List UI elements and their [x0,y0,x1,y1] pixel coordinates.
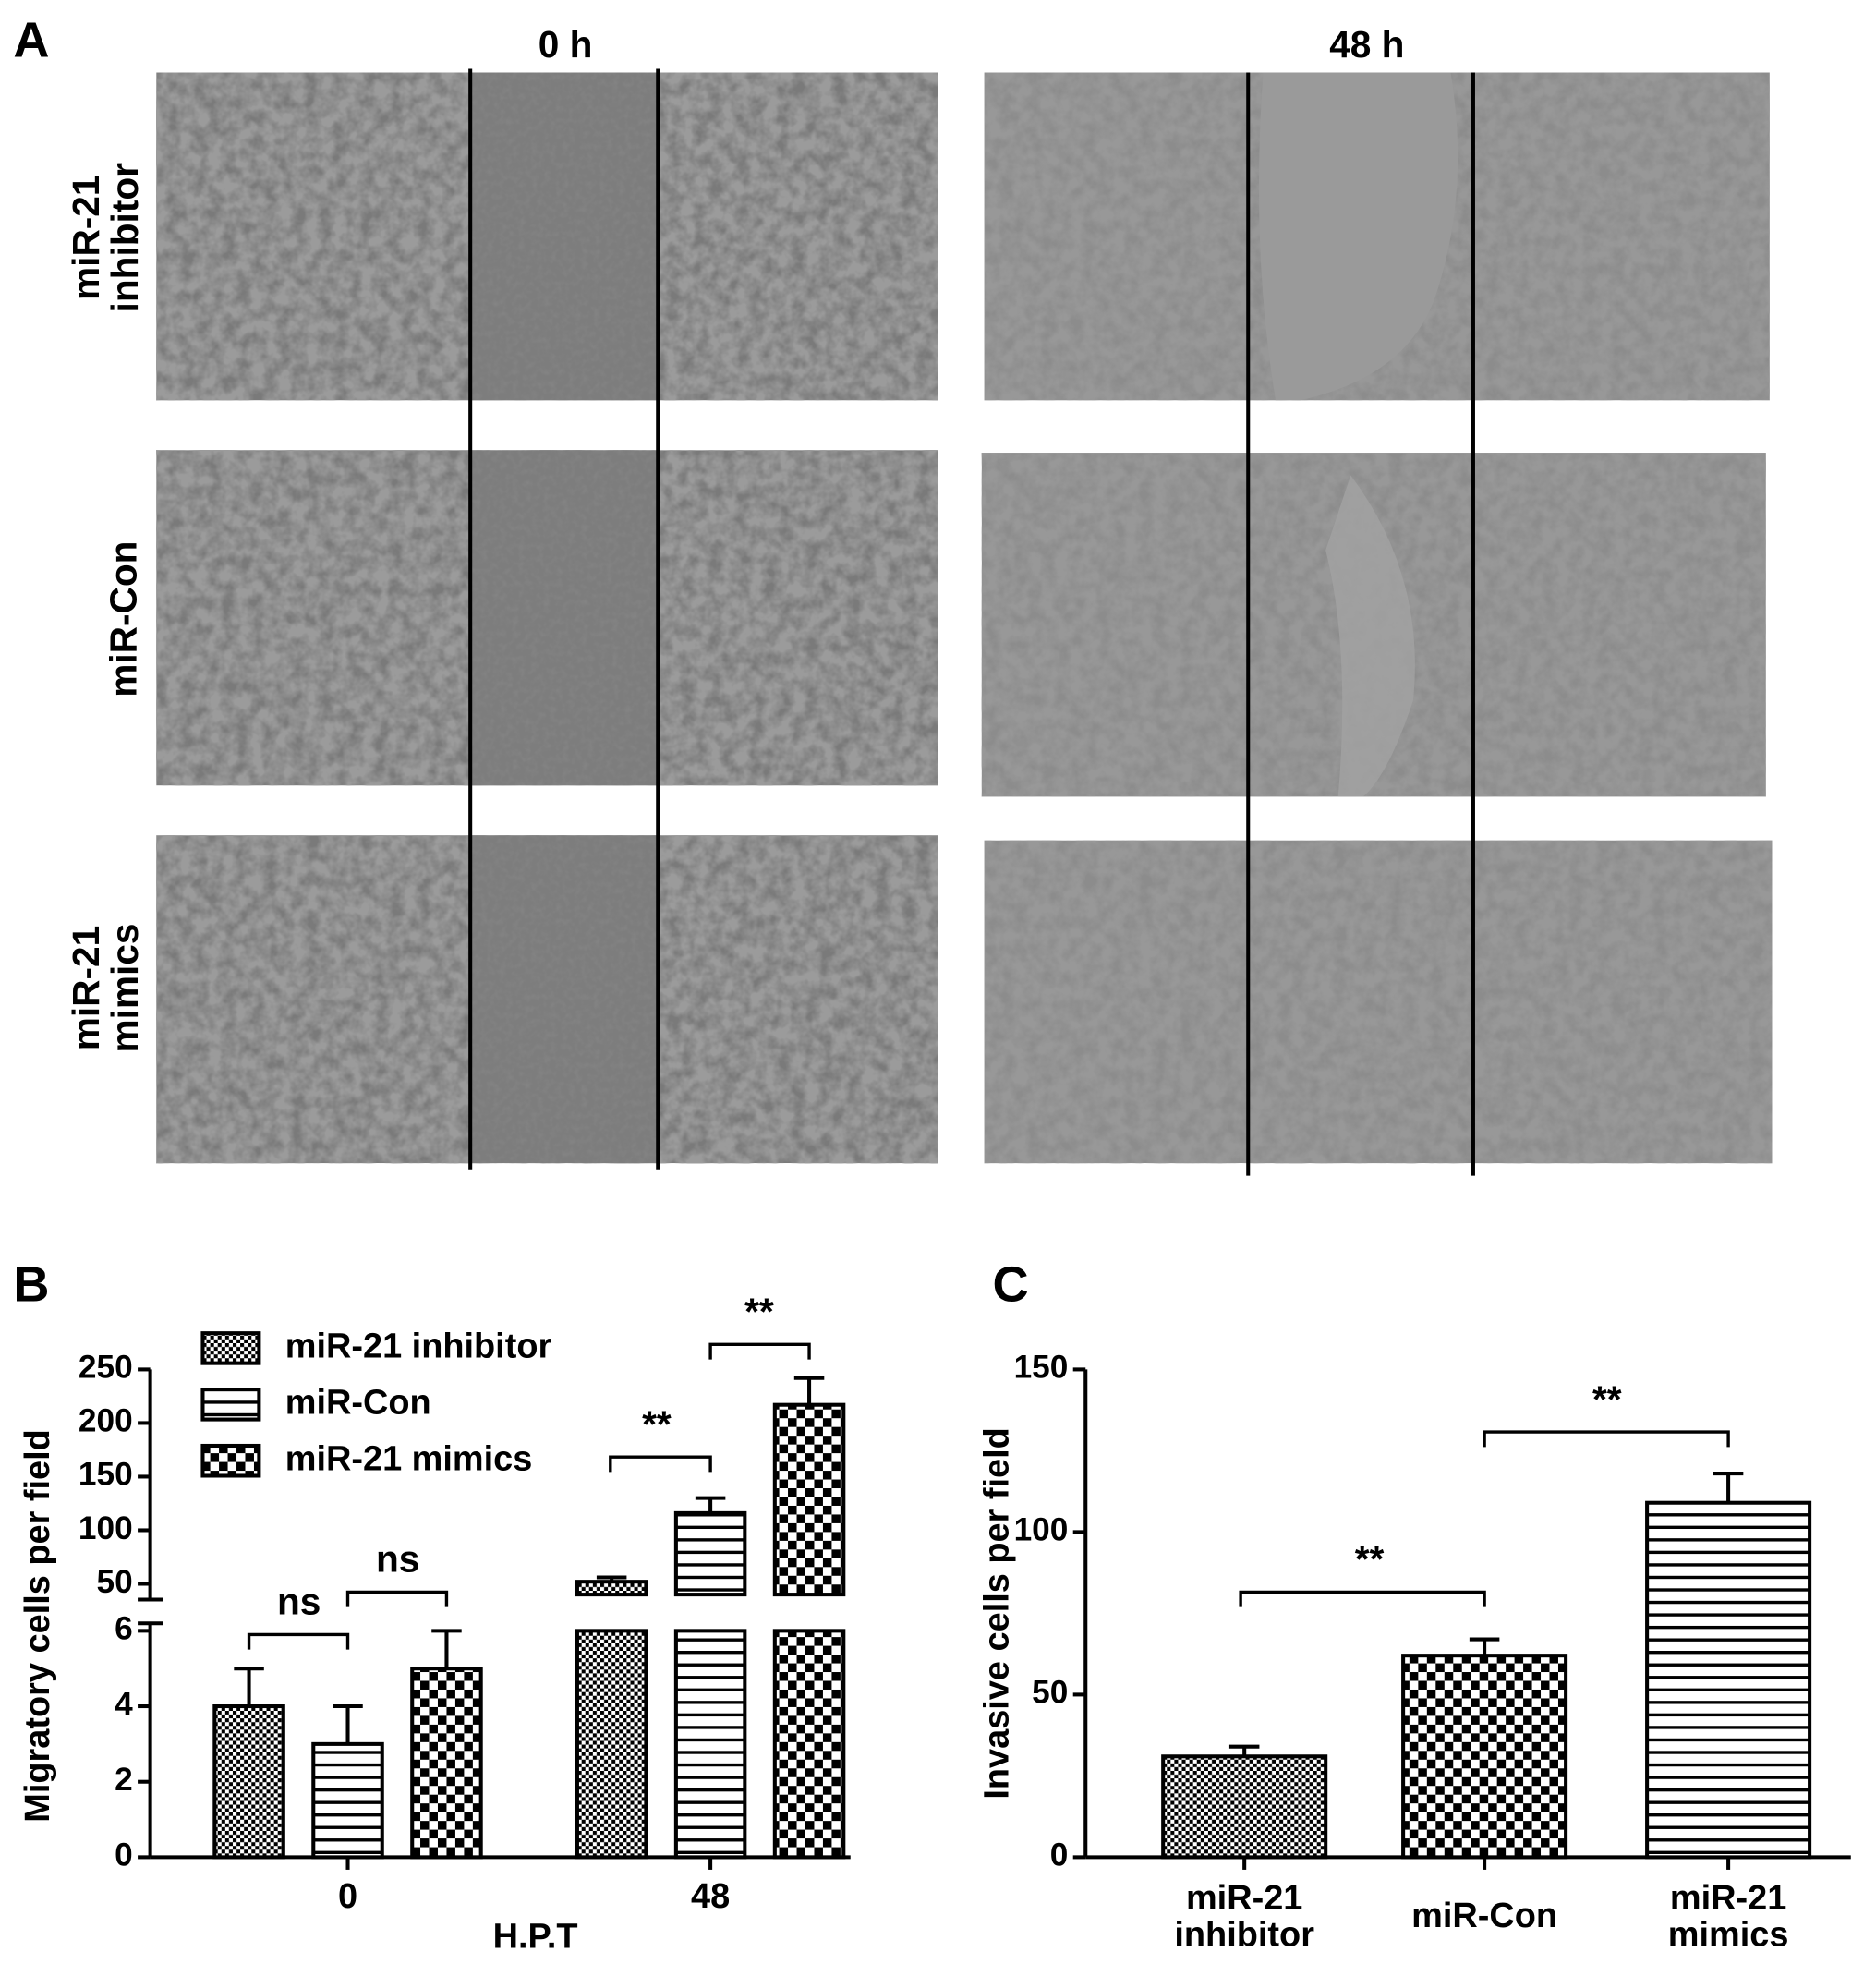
scratch-lines [468,68,1475,1176]
text-box: miR-Con [1411,1896,1558,1935]
y-tick-label: 6 [115,1611,133,1647]
bar [772,1402,846,1597]
x-tick-label: 48 [691,1877,730,1916]
legend-label: miR-21 mimics [285,1439,532,1478]
bar [673,1510,747,1597]
bar [772,1629,846,1860]
micrograph [984,72,1770,401]
row-label: miR-Con [103,540,146,697]
y-tick-label: 50 [1032,1675,1068,1711]
x-tick-label: 0 [338,1877,357,1916]
y-tick-label: 50 [97,1564,133,1600]
panel-label: A [13,13,49,68]
bar [311,1741,384,1860]
significance-label: ** [1592,1377,1622,1420]
bar [410,1667,483,1860]
text-group: Migratory cells per field [18,1429,57,1823]
text-box: Migratory cells per field [18,1429,57,1823]
column-title: 48 h [1329,23,1404,66]
legend-swatch [200,1443,261,1478]
column-title: 0 h [539,23,593,66]
y-tick-label: 2 [115,1762,133,1798]
micrograph [981,453,1766,797]
x-axis-title: H.P.T [493,1917,578,1956]
label: Invasive cells per field [976,1427,1016,1800]
text-box: miR-21 mimics [1667,1877,1789,1954]
y-tick-label: 100 [1014,1512,1069,1548]
panel-label: C [992,1257,1028,1313]
bar [212,1704,285,1860]
error-bar [234,1667,264,1707]
micrograph [984,840,1773,1164]
significance-bracket [708,1342,811,1360]
y-tick-label: 200 [79,1403,133,1439]
y-tick-label: 150 [1014,1350,1069,1386]
label: miR-Con [1411,1896,1558,1935]
text-group: Invasive cells per field [976,1427,1016,1800]
y-tick-label: 250 [79,1350,133,1386]
text-group: miR-21 inhibitor [1174,1877,1314,1954]
label: miR-21 inhibitor [1174,1877,1314,1954]
significance-label: ** [1355,1538,1385,1581]
y-tick-label: 0 [1050,1837,1069,1873]
micrograph [156,835,938,1164]
panel-a: A 0 h 48 h miR-21 inhibitor miR-Con miR-… [13,13,1773,1176]
significance-label: ** [744,1291,774,1333]
significance-bracket [1483,1430,1730,1448]
text-box: miR-21 inhibitor [1174,1877,1314,1954]
legend-swatch [200,1331,261,1365]
error-bar [1469,1637,1500,1656]
significance-bracket [609,1455,712,1473]
label: miR-21 mimics [1667,1877,1789,1954]
y-tick-label: 100 [79,1510,133,1546]
error-bar [1228,1744,1260,1757]
y-tick-label: 0 [115,1837,133,1873]
error-bar [596,1575,627,1582]
legend-label: miR-21 inhibitor [285,1327,552,1365]
error-bar [695,1496,726,1513]
y-tick-label: 150 [79,1457,133,1493]
text-group: miR-21 mimics [1667,1877,1789,1954]
label: Migratory cells per field [18,1429,57,1823]
bar [673,1629,747,1860]
bar [575,1580,648,1597]
error-bar [1713,1472,1744,1503]
significance-label: ns [277,1581,321,1623]
bar [1645,1500,1812,1860]
row-label: miR-21 inhibitor [66,163,147,313]
bar [1401,1654,1568,1860]
row-label: miR-21 mimics [66,923,147,1053]
panel-label: B [13,1257,49,1313]
significance-bracket [247,1632,350,1650]
significance-label: ** [642,1402,672,1445]
error-bar [431,1629,462,1669]
significance-bracket [1239,1590,1486,1607]
error-bar [793,1376,825,1405]
text-box: Invasive cells per field [976,1427,1016,1800]
text-group: miR-Con [1411,1896,1558,1935]
significance-bracket [345,1590,449,1607]
bar [1161,1754,1328,1860]
y-tick-label: 4 [115,1686,133,1722]
legend-swatch [200,1388,261,1422]
bar [575,1629,648,1860]
significance-label: ns [376,1538,419,1581]
micrograph [156,450,938,786]
error-bar [333,1703,363,1744]
legend-label: miR-Con [285,1383,431,1422]
micrograph [156,72,938,401]
